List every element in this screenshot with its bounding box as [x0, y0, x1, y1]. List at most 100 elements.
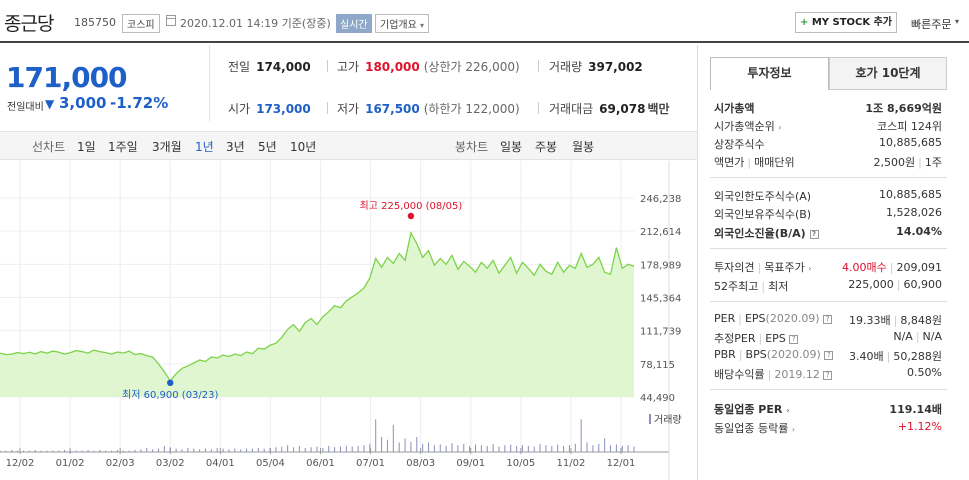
sector-per-value: 119.14배	[889, 403, 942, 416]
y-tick-label: 212,614	[640, 227, 681, 238]
help-icon[interactable]: ?	[823, 314, 833, 324]
market-cap-label: 시가총액	[714, 102, 755, 115]
price-line	[0, 230, 635, 382]
company-overview-label: 기업개요	[380, 20, 417, 31]
period-1d[interactable]: 1일	[77, 140, 96, 154]
x-tick-label: 07/01	[356, 458, 385, 469]
eps-label: EPS	[744, 312, 766, 325]
x-tick-label: 11/02	[557, 458, 586, 469]
x-tick-label: 02/03	[106, 458, 135, 469]
low-label: 최저 60,900 (03/23)	[122, 389, 218, 401]
upper-limit: (상한가 226,000)	[423, 60, 520, 74]
period-5y[interactable]: 5년	[258, 140, 277, 154]
add-my-stock-button[interactable]: + MY STOCK 추가	[795, 12, 897, 33]
sector-per-label: 동일업종 PER	[714, 403, 783, 416]
help-icon[interactable]: ?	[824, 350, 834, 360]
y-tick-label: 78,115	[640, 360, 675, 371]
period-10y[interactable]: 10년	[290, 140, 317, 154]
high-value: 180,000	[365, 60, 420, 74]
sector-per-row: 동일업종 PER › 119.14배	[714, 401, 942, 417]
cap-rank-label: 시가총액순위	[714, 120, 775, 133]
chevron-right-icon: ›	[786, 406, 790, 415]
help-icon[interactable]: ?	[789, 334, 799, 344]
volume-label: 거래량	[549, 60, 583, 74]
chevron-right-icon: ›	[778, 123, 782, 132]
quick-order-button[interactable]: 빠른주문	[911, 18, 952, 31]
trade-amount: 거래대금 69,078 백만	[549, 100, 670, 117]
foreign-hold-value: 1,528,026	[886, 206, 942, 219]
plus-icon: +	[799, 17, 809, 28]
help-icon[interactable]: ?	[823, 370, 833, 380]
chevron-right-icon: ›	[791, 425, 796, 434]
candle-monthly[interactable]: 월봉	[572, 140, 595, 154]
candle-weekly[interactable]: 주봉	[535, 140, 558, 154]
chevron-right-icon: ›	[808, 264, 812, 273]
cap-rank-row: 시가총액순위 › 코스피 124위	[714, 118, 942, 134]
pbr-label: PBR	[714, 348, 736, 361]
x-tick-label: 12/01	[607, 458, 636, 469]
help-icon[interactable]: ?	[809, 229, 819, 239]
y-tick-label: 44,490	[640, 393, 675, 404]
y-tick-label: 111,739	[640, 327, 681, 338]
candle-chart-label: 봉차트	[455, 140, 489, 154]
dividend-row: 배당수익률 | 2019.12 ? 0.50%	[714, 366, 942, 381]
shares-value: 10,885,685	[879, 136, 942, 149]
period-1w[interactable]: 1주일	[108, 140, 138, 154]
par-label: 액면가	[714, 156, 745, 169]
current-price-panel: 171,000 전일대비 ▼ 3,000 -1.72%	[0, 45, 210, 121]
dividend-label: 배당수익률	[714, 368, 765, 381]
price-chart[interactable]: 246,238 212,614 178,989 145,364 111,739 78,11…	[0, 161, 697, 480]
tab-investment-info[interactable]: 투자정보	[710, 57, 829, 90]
foreign-ratio-row: 외국인소진율(B/A) ? 14.04%	[714, 225, 942, 241]
foreign-ratio-value: 14.04%	[896, 225, 942, 238]
period-3m[interactable]: 3개월	[152, 140, 182, 154]
realtime-button[interactable]: 실시간	[336, 14, 372, 33]
open-label: 시가	[228, 102, 251, 116]
tab-order-book[interactable]: 호가 10단계	[829, 57, 947, 90]
chart-period-bar: 선차트 1일 1주일 3개월 1년 3년 5년 10년 봉차트 일봉 주봉 월봉	[0, 131, 697, 160]
volume-value: 397,002	[588, 60, 643, 74]
sector-change-label: 동일업종 등락률	[714, 422, 789, 435]
target-value: 209,091	[896, 261, 943, 274]
low-value: 167,500	[365, 102, 420, 116]
high-label: 고가	[337, 60, 360, 74]
par-value: 2,500원	[873, 156, 916, 169]
per-value: 19.33배	[849, 314, 891, 327]
price-area	[0, 232, 634, 397]
foreign-limit-value: 10,885,685	[879, 188, 942, 201]
est-per-value: N/A	[893, 330, 913, 343]
x-tick-label: 10/05	[506, 458, 535, 469]
current-price: 171,000	[6, 61, 128, 94]
lower-limit: (하한가 122,000)	[423, 102, 520, 116]
pbr-period: (2020.09)	[766, 348, 821, 361]
amount-value: 69,078	[599, 102, 646, 116]
volume-legend-swatch	[649, 414, 651, 424]
change-value: 3,000	[59, 94, 107, 112]
prev-close-value: 174,000	[256, 60, 311, 74]
market-cap-row: 시가총액 1조 8,669억원	[714, 100, 942, 116]
dividend-value: 0.50%	[907, 366, 942, 379]
company-overview-dropdown[interactable]: 기업개요 ▾	[375, 14, 430, 33]
y-tick-label: 145,364	[640, 294, 681, 305]
open-price: 시가 173,000	[228, 100, 311, 117]
amount-label: 거래대금	[549, 102, 594, 116]
target-label: 목표주가	[764, 261, 805, 274]
52week-low-label: 최저	[768, 280, 789, 293]
high-marker	[407, 212, 415, 220]
opinion-value: 4.00매수	[842, 261, 887, 274]
stock-code: 185750	[74, 16, 116, 29]
volume-legend-label: 거래량	[654, 414, 682, 426]
52week-row: 52주최고 | 최저 225,000 | 60,900	[714, 278, 942, 293]
period-1y[interactable]: 1년	[195, 140, 214, 154]
open-value: 173,000	[256, 102, 311, 116]
opinion-row: 투자의견 | 목표주가 › 4.00매수 | 209,091	[714, 261, 943, 274]
x-tick-label: 04/01	[206, 458, 235, 469]
candle-daily[interactable]: 일봉	[500, 140, 523, 154]
change-percent: -1.72%	[110, 94, 169, 112]
est-per-label: 추정PER	[714, 332, 756, 345]
est-per-row: 추정PER | EPS ? N/A | N/A	[714, 330, 942, 345]
52week-high-value: 225,000	[848, 278, 894, 291]
chevron-down-icon: ▾	[955, 17, 960, 26]
period-3y[interactable]: 3년	[226, 140, 245, 154]
amount-unit: 백만	[647, 102, 670, 116]
